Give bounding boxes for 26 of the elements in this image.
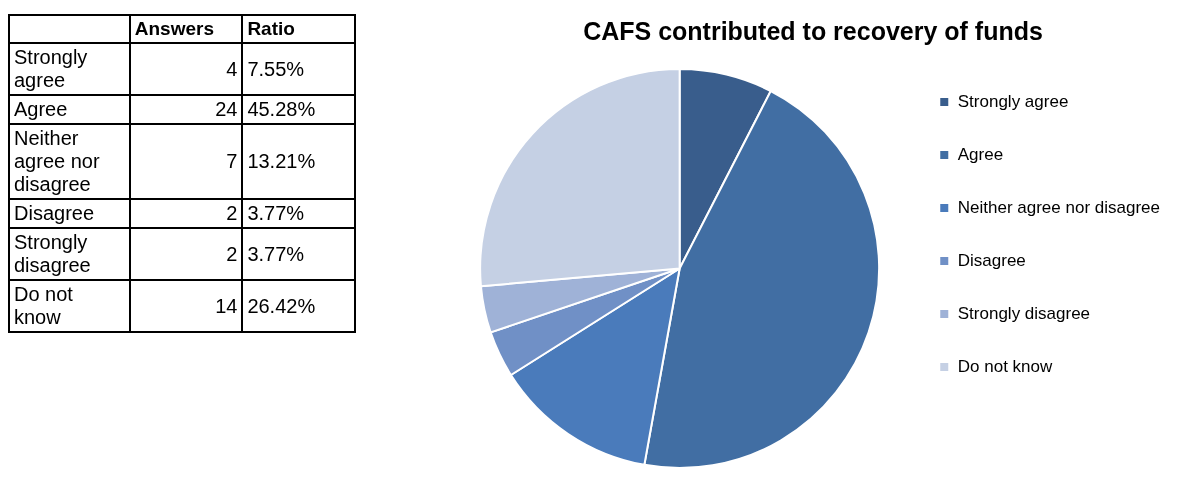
category-label: Strongly agree: [9, 43, 130, 95]
data-label: 4: [129, 43, 243, 95]
category-label: Disagree: [9, 199, 130, 228]
data-label: 3.77%: [242, 228, 355, 280]
data-label: 7.55%: [242, 43, 355, 95]
data-label: 13.21%: [242, 124, 355, 199]
category-label: Strongly disagree: [9, 228, 130, 280]
chart-title: CAFS contributed to recovery of funds: [583, 16, 1043, 45]
legend-label: Do not know: [957, 356, 1053, 376]
legend-label: Strongly disagree: [957, 303, 1091, 323]
legend-label: Neither agree nor disagree: [957, 197, 1160, 217]
data-label: 14: [129, 280, 243, 332]
legend-label: Disagree: [957, 250, 1026, 270]
legend-label: Strongly agree: [957, 91, 1069, 111]
data-label: 2: [129, 199, 243, 228]
data-label: 2: [129, 228, 243, 280]
legend-label: Agree: [957, 144, 1004, 164]
data-label: 3.77%: [242, 199, 355, 228]
data-label: 45.28%: [242, 95, 355, 124]
data-label: 24: [129, 95, 243, 124]
data-label: 7: [129, 124, 243, 199]
table-grid: Answers Ratio Strongly agree 4 7.55% Agree 24 45.28% Neither agree nor disagree 7 13.21% Disagree 2 3.77% Strongly disagree 2 3.77% Do not know 14 26.42%: [8, 14, 356, 333]
category-label: Do not know: [9, 280, 130, 332]
category-label: Neither agree nor disagree: [9, 124, 130, 199]
data-label: 26.42%: [242, 280, 355, 332]
category-label: Agree: [9, 95, 130, 124]
